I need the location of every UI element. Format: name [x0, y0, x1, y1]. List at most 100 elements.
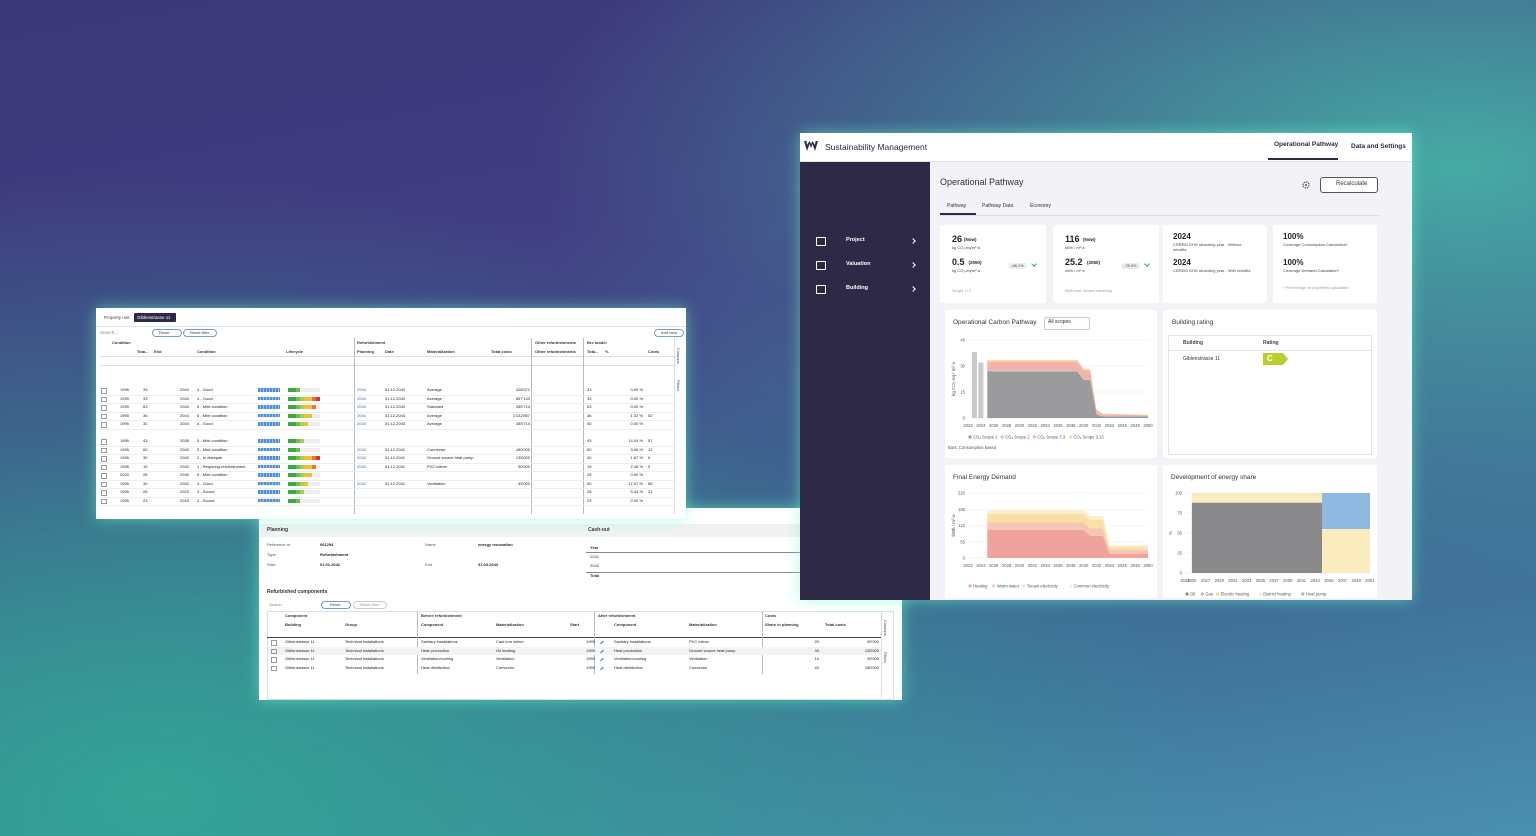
x-tick-label: 2045	[1324, 578, 1334, 583]
chart-title: Final Energy Demand	[953, 474, 1016, 481]
legend-label: Tenant electricity	[1027, 584, 1059, 589]
row-checkbox[interactable]	[101, 388, 107, 394]
cell: 52	[648, 412, 653, 418]
row-checkbox[interactable]	[101, 447, 107, 453]
cell: Ventilation	[689, 656, 708, 661]
cell: 45'000	[867, 656, 879, 661]
select-label[interactable]: All scopes	[1048, 319, 1071, 325]
lifecycle-segment	[300, 464, 304, 469]
field-label: Start	[267, 562, 276, 567]
kpi-unit: kg CO₂-eq/m²·a	[952, 245, 981, 250]
pill[interactable]	[654, 329, 684, 337]
row-checkbox[interactable]	[271, 648, 277, 654]
sidebar-item[interactable]: Project	[846, 237, 865, 243]
row-checkbox[interactable]	[101, 422, 107, 428]
legend-label: Warm water	[997, 584, 1020, 589]
lifecycle-segment	[296, 481, 300, 486]
row-checkbox[interactable]	[271, 657, 277, 663]
table-box	[267, 611, 894, 700]
row-checkbox[interactable]	[101, 413, 107, 419]
header-tab[interactable]: Data and Settings	[1351, 143, 1406, 150]
tab[interactable]: Giblenstrasse 11	[137, 315, 171, 320]
tab[interactable]: Property unit	[104, 315, 130, 320]
button-label[interactable]: Recalculate	[1336, 181, 1368, 187]
search-input[interactable]: Search	[269, 602, 282, 607]
row-checkbox[interactable]	[101, 405, 107, 411]
pill[interactable]	[321, 601, 351, 609]
section-title: Refurbished components	[267, 589, 328, 595]
cell: 4 - Good	[197, 480, 213, 486]
column-header: Tota...	[587, 349, 599, 354]
cell: 17.07 %	[628, 480, 643, 486]
cell: 30	[587, 480, 592, 486]
kpi-footnote: * Percentage of properties calculated	[1283, 285, 1349, 290]
lifecycle-bar	[258, 473, 280, 477]
lifecycle-segment	[316, 388, 320, 392]
row-checkbox[interactable]	[271, 665, 277, 671]
x-tick-label: 2034	[1040, 423, 1050, 428]
button-label[interactable]: Reset	[159, 329, 170, 335]
row-checkbox[interactable]	[271, 640, 277, 646]
side-tab[interactable]: Filters	[883, 652, 888, 663]
side-tab[interactable]: Columns	[676, 348, 681, 364]
pill[interactable]	[152, 329, 182, 337]
group-header: Other refurbishments	[535, 340, 576, 345]
row-checkbox[interactable]	[101, 490, 107, 496]
legend-marker	[1185, 592, 1189, 596]
lifecycle-segment	[300, 413, 304, 418]
subtab[interactable]: Economy	[1030, 203, 1051, 209]
sidebar-item[interactable]: Valuation	[846, 261, 871, 267]
x-tick-label: 2048	[1130, 563, 1140, 568]
pill[interactable]	[353, 601, 387, 609]
lifecycle-segment	[292, 447, 296, 452]
kpi-label: (2050)	[1087, 260, 1101, 265]
legend-label: District heating	[1263, 592, 1291, 597]
cell: 12	[648, 446, 653, 452]
rating-letter: C	[1267, 354, 1273, 363]
cell: Sanitary installations	[421, 639, 458, 644]
legend-label: Electric heating	[1221, 592, 1250, 597]
sidebar-item[interactable]: Building	[846, 285, 868, 291]
column-header: Costs	[648, 349, 660, 354]
column-header: Tota...	[137, 349, 149, 354]
button-label[interactable]: Reset filter	[360, 601, 380, 607]
pill[interactable]	[183, 329, 217, 337]
field-label: Reference nr.	[267, 542, 292, 547]
button-label[interactable]: Add view	[661, 329, 678, 335]
row-checkbox[interactable]	[101, 396, 107, 402]
cell: 2044	[357, 387, 366, 392]
x-tick-label: 2038	[1066, 563, 1076, 568]
x-tick-label: 2024	[1180, 578, 1190, 583]
cell: 28	[587, 489, 592, 494]
cell: 20	[814, 639, 819, 644]
cell: 2044	[180, 404, 189, 409]
side-tab[interactable]: Filters	[676, 380, 681, 391]
row-checkbox[interactable]	[101, 498, 107, 504]
row-checkbox[interactable]	[101, 439, 107, 445]
row-checkbox[interactable]	[101, 456, 107, 462]
x-tick-label: 2022	[963, 563, 973, 568]
subtab[interactable]: Pathway Data	[982, 203, 1014, 209]
row-checkbox[interactable]	[101, 481, 107, 487]
lifecycle-segment	[304, 498, 308, 503]
header-tab[interactable]: Operational Pathway	[1274, 141, 1339, 148]
recalculate-button[interactable]	[1320, 177, 1378, 193]
row-checkbox[interactable]	[101, 473, 107, 479]
button-label[interactable]: Reset	[330, 601, 341, 607]
side-tab[interactable]: Columns	[883, 620, 888, 636]
legend-marker	[1068, 435, 1073, 439]
button-label[interactable]: Reset filter	[190, 329, 210, 335]
select[interactable]	[1044, 317, 1090, 330]
settings-icon[interactable]	[1302, 181, 1310, 189]
subtab[interactable]: Pathway	[947, 203, 967, 209]
lifecycle-segment	[288, 481, 292, 486]
search-input[interactable]: Search...	[100, 330, 119, 335]
cell: 31.12.2043	[385, 387, 406, 392]
y-tick-label: 0	[963, 416, 966, 421]
cell: 135'000	[515, 455, 530, 460]
cell: Convector	[496, 664, 515, 670]
row-checkbox[interactable]	[101, 464, 107, 470]
cell: 19	[143, 463, 148, 469]
cell: 2044	[357, 412, 366, 418]
